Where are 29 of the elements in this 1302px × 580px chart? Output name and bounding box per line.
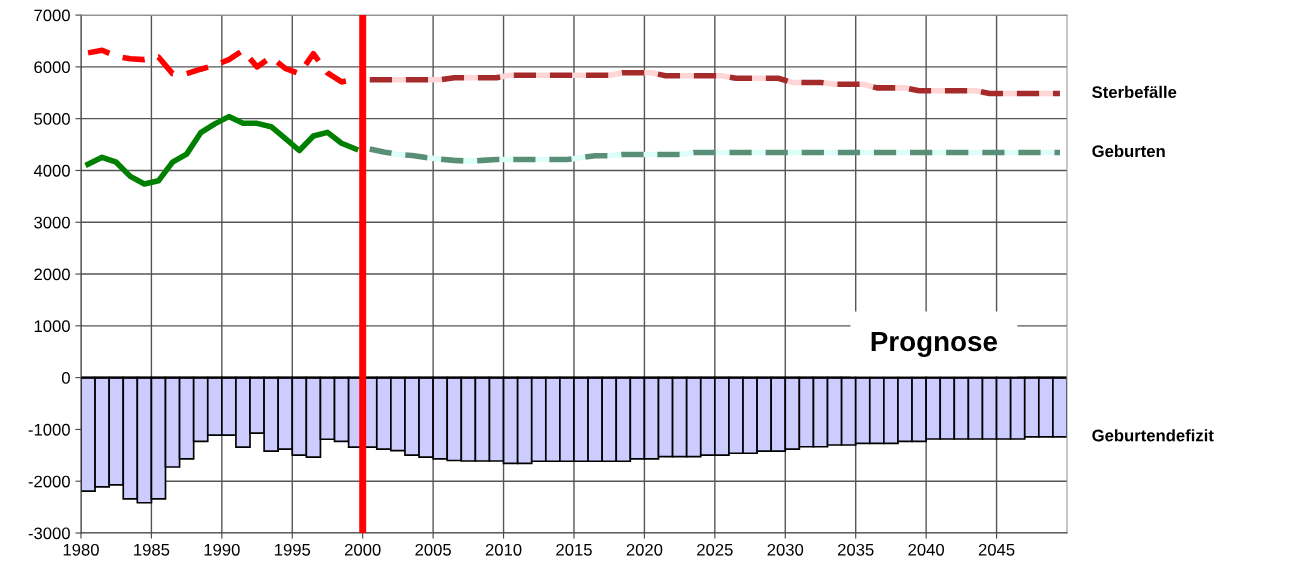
y-tick-label: 5000: [34, 113, 70, 125]
x-tick-label: 2005: [415, 543, 451, 556]
y-tick-label: 6000: [34, 61, 70, 74]
y-tick-label: -2000: [28, 475, 70, 488]
series-label: Geburten: [1092, 144, 1165, 158]
x-tick-label: 2040: [908, 543, 945, 556]
y-tick-label: 1000: [34, 320, 70, 333]
y-tick-label: 0: [61, 372, 70, 384]
x-tick-label: 1995: [275, 543, 311, 556]
x-tick-label: 1980: [63, 543, 99, 556]
x-tick-label: 2000: [345, 543, 381, 556]
y-tick-label: 4000: [33, 164, 70, 177]
x-tick-label: 2015: [556, 543, 592, 556]
x-tick-label: 2045: [978, 543, 1015, 556]
annotation: Prognose: [871, 331, 997, 357]
y-tick-label: -1000: [28, 423, 70, 436]
series-label: Sterbefälle: [1092, 85, 1177, 99]
x-tick-label: 2010: [485, 543, 522, 556]
series-label: Geburtendefizit: [1092, 429, 1214, 442]
x-tick-label: 2025: [697, 543, 733, 556]
x-tick-label: 2030: [767, 543, 804, 556]
x-tick-label: 2020: [626, 543, 663, 556]
y-tick-label: -3000: [28, 527, 70, 540]
y-tick-label: 7000: [34, 9, 70, 22]
x-tick-label: 1985: [134, 543, 170, 556]
x-tick-label: 2035: [838, 543, 874, 556]
x-tick-label: 1990: [204, 543, 240, 556]
y-tick-label: 3000: [34, 216, 70, 229]
y-tick-label: 2000: [34, 268, 70, 281]
